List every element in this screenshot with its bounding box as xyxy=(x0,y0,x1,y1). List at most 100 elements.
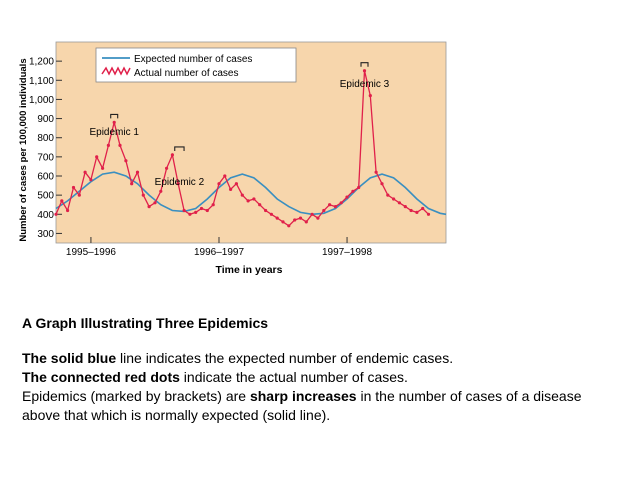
x-tick-label: 1995–1996 xyxy=(66,247,116,258)
actual-cases-point xyxy=(304,220,308,224)
epidemic-chart: 300 400 500 600 700 800 900 1,000 1,100 1,200 1995… xyxy=(18,41,447,276)
actual-cases-point xyxy=(223,174,227,178)
actual-cases-point xyxy=(130,182,134,186)
actual-cases-point xyxy=(322,208,326,213)
legend-box xyxy=(95,47,297,83)
x-axis-title: Time in years xyxy=(216,264,283,276)
actual-cases-point xyxy=(77,193,81,197)
actual-cases-point xyxy=(345,195,349,199)
actual-cases-point xyxy=(101,166,105,170)
actual-cases-point xyxy=(298,216,303,220)
epidemic-label: Epidemic 3 xyxy=(340,79,390,90)
actual-cases-point xyxy=(380,182,384,186)
legend-expected-label: Expected number of cases xyxy=(134,54,252,65)
actual-cases-point xyxy=(421,206,425,211)
actual-cases-point xyxy=(165,166,169,170)
epidemic-bracket xyxy=(360,62,369,67)
actual-cases-point xyxy=(60,199,64,203)
caption-line3-text-b: in the number of cases of a disease abov… xyxy=(22,388,582,423)
actual-cases-point xyxy=(403,205,407,209)
actual-cases-point xyxy=(159,189,163,193)
legend-actual-swatch xyxy=(101,66,131,76)
actual-cases-point xyxy=(199,206,204,211)
y-tick-label: 400 xyxy=(37,210,54,221)
actual-cases-point xyxy=(275,216,279,220)
actual-cases-point xyxy=(258,203,262,207)
epidemic-label: Epidemic 2 xyxy=(155,177,205,188)
epidemic-chart-figure: 300 400 500 600 700 800 900 1,000 1,100 1,200 1995… xyxy=(14,30,454,280)
actual-cases-point xyxy=(351,189,355,193)
caption-line3-text-a: Epidemics (marked by brackets) are xyxy=(22,388,250,404)
y-tick-label: 500 xyxy=(37,191,54,202)
caption-line3-bold: sharp increases xyxy=(249,388,357,404)
actual-cases-point xyxy=(293,218,297,222)
y-tick-label: 900 xyxy=(37,114,54,125)
y-tick-label: 600 xyxy=(37,172,54,183)
actual-cases-point xyxy=(188,212,192,216)
actual-cases-point xyxy=(229,187,233,191)
actual-cases-point xyxy=(95,155,99,159)
caption-title: A Graph Illustrating Three Epidemics xyxy=(22,315,269,331)
actual-cases-point xyxy=(374,170,378,174)
actual-cases-point xyxy=(66,208,70,213)
actual-cases-point xyxy=(368,94,372,98)
actual-cases-point xyxy=(106,143,110,147)
x-tick-label: 1997–1998 xyxy=(322,247,372,258)
y-tick-label: 1,000 xyxy=(29,95,54,106)
expected-cases-line xyxy=(55,171,447,216)
actual-cases-point xyxy=(205,208,209,213)
actual-cases-point xyxy=(170,153,174,157)
legend-actual-label: Actual number of cases xyxy=(134,68,239,79)
caption-line2-bold: The connected red dots xyxy=(22,369,180,385)
actual-cases-point xyxy=(362,69,367,73)
actual-cases-point xyxy=(310,212,314,216)
y-tick-label: 300 xyxy=(37,229,54,240)
epidemic-bracket xyxy=(110,113,119,119)
y-axis-title: Number of cases per 100,000 individuals xyxy=(18,58,29,241)
actual-cases-point xyxy=(112,120,116,124)
actual-cases-point xyxy=(54,212,58,216)
actual-cases-point xyxy=(415,210,419,214)
actual-cases-point xyxy=(357,185,361,190)
actual-cases-point xyxy=(240,193,244,197)
y-tick-label: 1,200 xyxy=(29,57,54,68)
actual-cases-point xyxy=(316,216,320,220)
actual-cases-point xyxy=(409,208,413,213)
actual-cases-point xyxy=(328,203,332,207)
actual-cases-point xyxy=(426,212,431,216)
actual-cases-point xyxy=(264,208,268,213)
epidemic-label: Epidemic 1 xyxy=(89,127,139,138)
x-tick-label: 1996–1997 xyxy=(194,247,244,258)
caption-body: The solid blue line indicates the expect… xyxy=(22,349,622,425)
actual-cases-point xyxy=(176,182,180,186)
actual-cases-point xyxy=(386,193,390,197)
actual-cases-point xyxy=(333,205,337,209)
actual-cases-point xyxy=(287,224,291,228)
actual-cases-point xyxy=(124,159,128,163)
actual-cases-point xyxy=(118,143,122,147)
actual-cases-point xyxy=(141,193,145,197)
actual-cases-point xyxy=(71,185,76,190)
y-tick-label: 700 xyxy=(37,152,54,163)
actual-cases-point xyxy=(397,201,401,205)
caption-line1-text: line indicates the expected number of en… xyxy=(116,350,454,366)
actual-cases-point xyxy=(182,208,186,213)
caption-line2-text: indicate the actual number of cases. xyxy=(179,369,408,385)
actual-cases-point xyxy=(83,170,87,174)
epidemic-bracket xyxy=(174,146,185,151)
actual-cases-point xyxy=(217,182,221,186)
actual-cases-point xyxy=(246,199,250,203)
actual-cases-point xyxy=(252,197,256,201)
actual-cases-point xyxy=(194,210,198,214)
actual-cases-point xyxy=(281,220,285,224)
actual-cases-point xyxy=(147,205,151,209)
actual-cases-point xyxy=(234,182,238,186)
y-tick-label: 1,100 xyxy=(29,76,54,87)
actual-cases-point xyxy=(269,212,273,216)
actual-cases-point xyxy=(211,203,215,207)
actual-cases-point xyxy=(89,178,93,182)
caption-line1-bold: The solid blue xyxy=(22,350,117,366)
actual-cases-point xyxy=(135,170,140,174)
actual-cases-point xyxy=(339,201,343,205)
actual-cases-point xyxy=(392,197,396,201)
